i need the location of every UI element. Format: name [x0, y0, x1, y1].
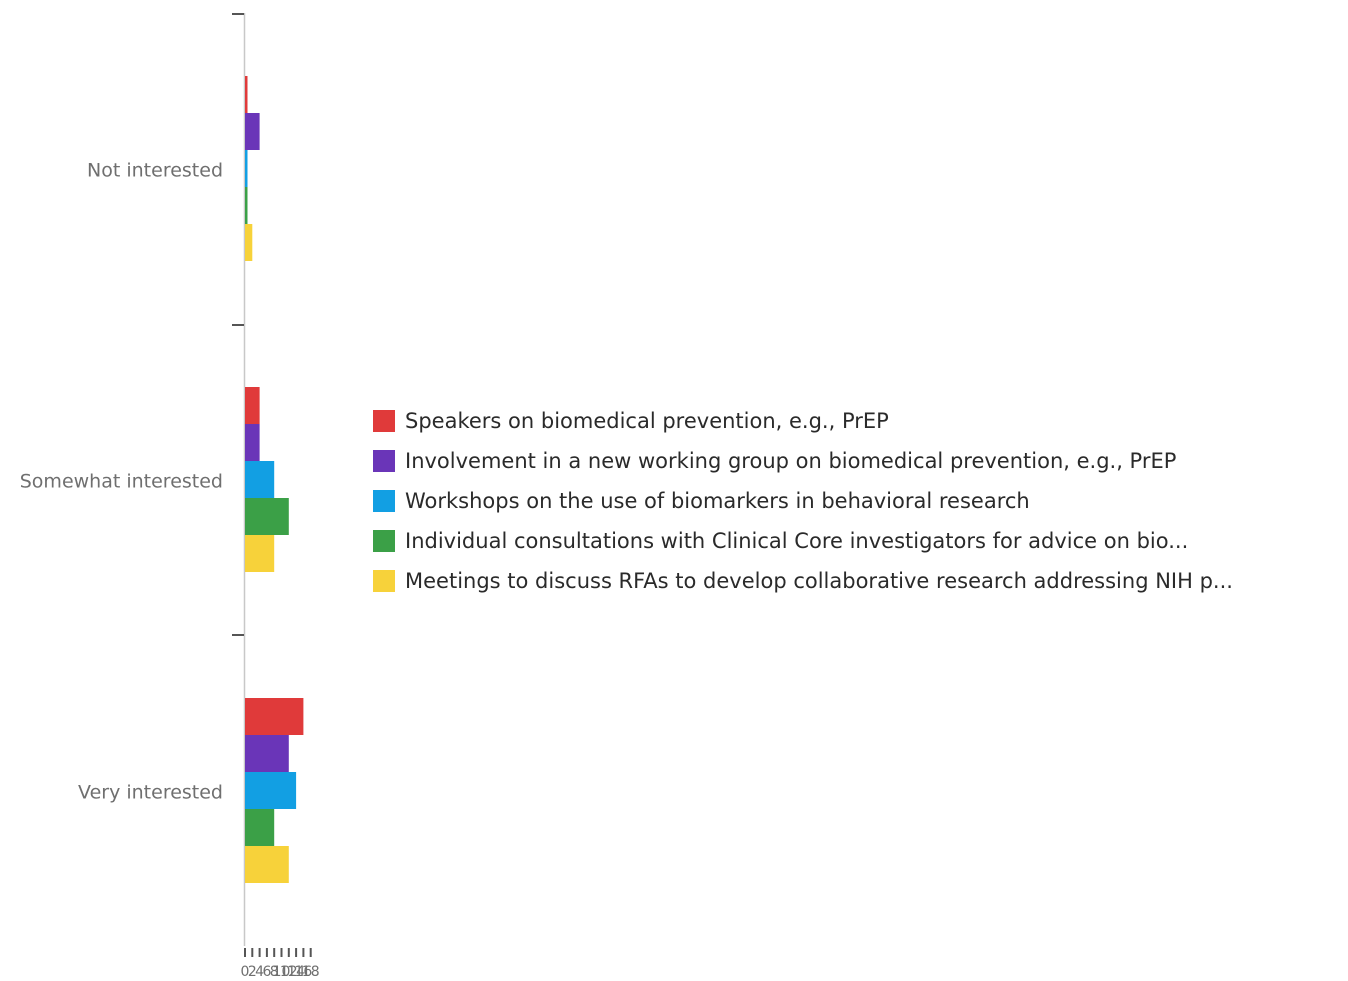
- bar: [245, 535, 275, 572]
- bar: [245, 735, 289, 772]
- legend-swatch: [373, 490, 395, 512]
- axes: [232, 13, 246, 946]
- bar: [245, 387, 260, 424]
- x-tick-label: 4: [255, 964, 264, 980]
- bar: [245, 187, 248, 224]
- bar: [245, 224, 253, 261]
- legend-label: Workshops on the use of biomarkers in be…: [405, 489, 1030, 513]
- x-tick-label: 6: [262, 964, 271, 980]
- legend-label: Involvement in a new working group on bi…: [405, 449, 1177, 473]
- legend-item[interactable]: Involvement in a new working group on bi…: [373, 441, 1348, 481]
- legend-swatch: [373, 450, 395, 472]
- legend-item[interactable]: Workshops on the use of biomarkers in be…: [373, 481, 1348, 521]
- x-tick-label: 12: [280, 964, 298, 980]
- bar: [245, 498, 289, 535]
- category-labels: Not interested Somewhat interested Very in…: [20, 160, 223, 804]
- legend-label: Individual consultations with Clinical C…: [405, 529, 1189, 553]
- x-tick-label: 14: [287, 964, 305, 980]
- legend-label: Meetings to discuss RFAs to develop coll…: [405, 569, 1233, 593]
- x-tick-label: 0: [241, 964, 250, 980]
- legend-label: Speakers on biomedical prevention, e.g.,…: [405, 409, 889, 433]
- bar: [245, 698, 304, 735]
- x-tick-label: 18: [302, 964, 320, 980]
- category-label: Not interested: [87, 160, 223, 182]
- category-label: Very interested: [78, 782, 223, 804]
- legend-item[interactable]: Individual consultations with Clinical C…: [373, 521, 1348, 561]
- x-tick-label: 16: [294, 964, 312, 980]
- bar: [245, 150, 248, 187]
- bar: [245, 461, 275, 498]
- bar: [245, 424, 260, 461]
- bar: [245, 772, 297, 809]
- x-tick-label: 10: [273, 964, 291, 980]
- legend-item[interactable]: Speakers on biomedical prevention, e.g.,…: [373, 401, 1348, 441]
- bar: [245, 113, 260, 150]
- x-tick-label: 2: [248, 964, 257, 980]
- category-label: Somewhat interested: [20, 471, 223, 493]
- legend-item[interactable]: Meetings to discuss RFAs to develop coll…: [373, 561, 1348, 601]
- x-tick-label: 8: [270, 964, 279, 980]
- legend-swatch: [373, 570, 395, 592]
- legend-swatch: [373, 530, 395, 552]
- bar: [245, 846, 289, 883]
- legend: Speakers on biomedical prevention, e.g.,…: [373, 401, 1348, 601]
- bar: [245, 76, 248, 113]
- bar: [245, 809, 275, 846]
- legend-swatch: [373, 410, 395, 432]
- bars: [245, 76, 304, 883]
